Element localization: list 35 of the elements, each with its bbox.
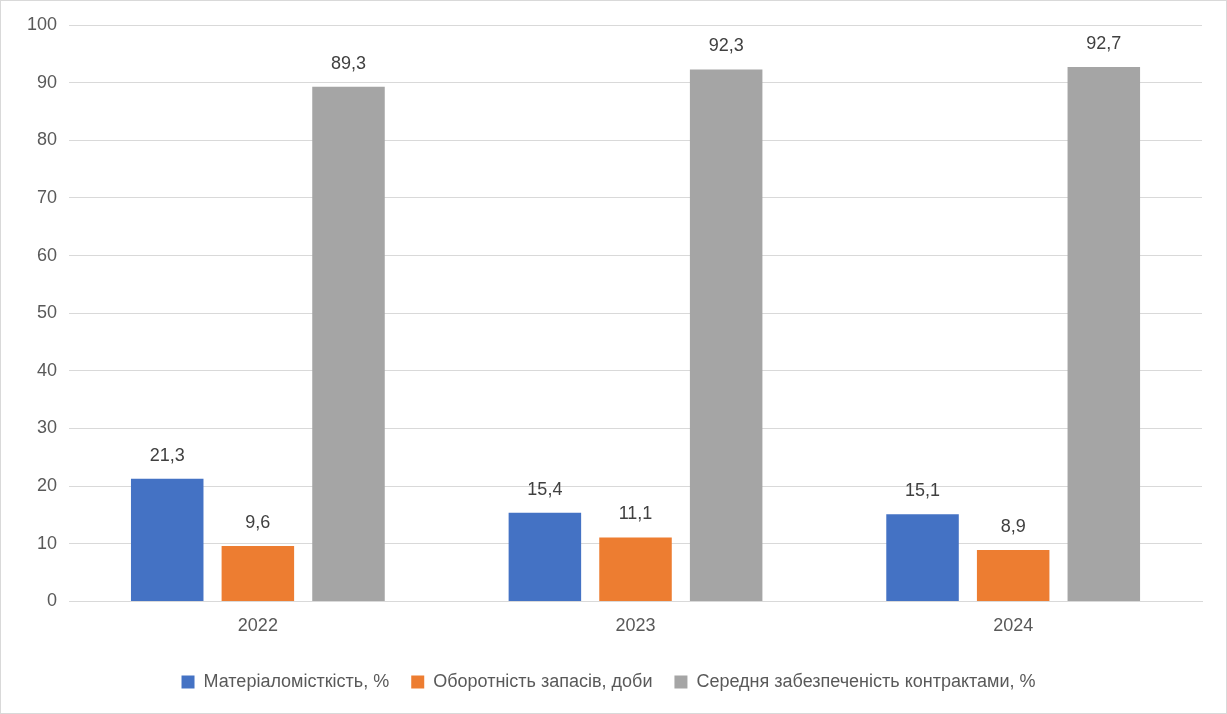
y-tick-label: 60 [37,244,58,265]
bar [221,546,295,601]
y-tick-label: 30 [37,417,58,438]
data-label: 11,1 [618,503,653,524]
legend-label: Середня забезпеченість контрактами, % [696,670,1036,691]
y-tick-label: 0 [47,590,58,611]
x-tick-label: 2022 [237,615,278,636]
y-tick-label: 80 [37,129,58,150]
data-label: 89,3 [330,52,367,73]
data-label: 92,3 [708,35,744,56]
y-tick-label: 40 [37,359,58,380]
data-label: 8,9 [1000,516,1026,537]
bar [130,478,204,601]
bar [508,512,582,601]
y-tick-label: 50 [37,302,58,323]
y-tick-label: 10 [37,532,58,553]
data-label: 15,4 [527,478,563,499]
bar [312,86,385,601]
data-label: 21,3 [149,444,185,465]
legend-label: Оборотність запасів, доби [433,670,653,691]
bar [886,514,959,601]
bar [1067,67,1141,601]
y-tick-label: 90 [37,71,58,92]
y-tick-label: 100 [26,13,58,34]
bar [976,550,1050,601]
data-label: 9,6 [245,512,271,533]
x-tick-label: 2024 [993,615,1034,636]
bar [599,537,672,601]
y-tick-label: 20 [37,475,58,496]
bar [689,69,763,601]
data-label: 92,7 [1086,33,1122,54]
data-label: 15,1 [905,480,941,501]
y-tick-label: 70 [37,186,58,207]
x-tick-label: 2023 [615,615,656,636]
legend-label: Матеріаломісткість, % [203,670,390,691]
